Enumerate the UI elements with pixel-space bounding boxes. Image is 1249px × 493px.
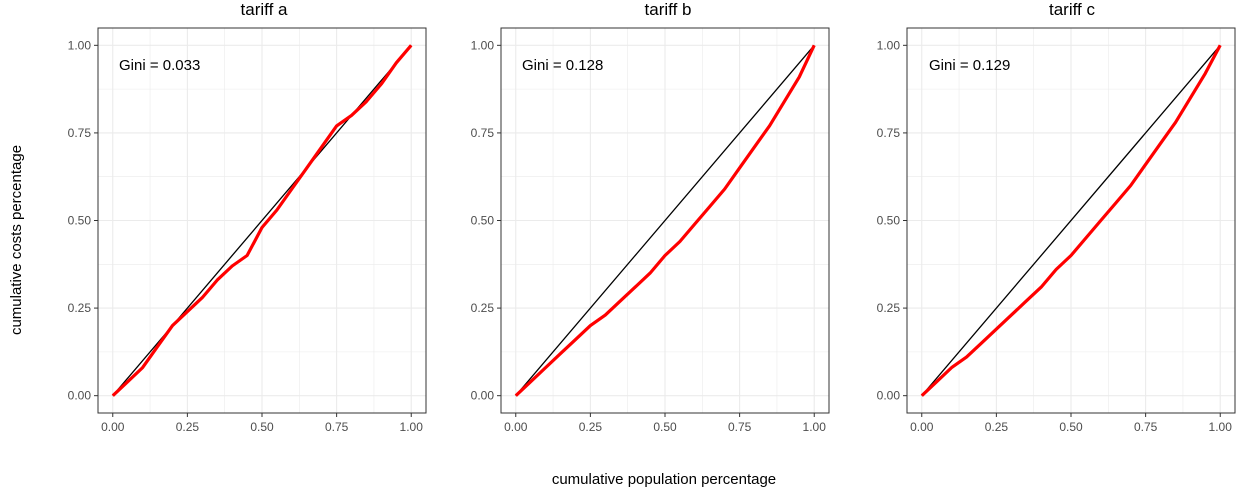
x-tick-label: 0.25 — [579, 420, 603, 434]
x-tick-label: 0.50 — [1059, 420, 1083, 434]
x-tick-label: 0.25 — [176, 420, 200, 434]
grid-lines — [501, 28, 829, 413]
y-tick-label: 0.25 — [877, 301, 901, 315]
gini-annotation: Gini = 0.033 — [119, 57, 200, 74]
x-tick-label: 1.00 — [1209, 420, 1233, 434]
x-axis-title: cumulative population percentage — [552, 471, 776, 488]
axis-ticks: 0.00 0.25 0.50 0.75 1.00 0.00 0.25 0.50 0.75 1.00 — [471, 38, 827, 434]
axis-ticks: 0.00 0.25 0.50 0.75 1.00 0.00 0.25 0.50 0.75 1.00 — [877, 38, 1233, 434]
x-tick-label: 0.75 — [728, 420, 752, 434]
panel-title: tariff a — [241, 0, 288, 19]
x-tick-label: 0.00 — [504, 420, 528, 434]
y-tick-label: 0.50 — [877, 214, 901, 228]
gini-annotation: Gini = 0.128 — [522, 57, 603, 74]
x-tick-label: 0.75 — [1134, 420, 1158, 434]
y-tick-label: 0.00 — [68, 389, 92, 403]
y-tick-label: 0.75 — [471, 126, 495, 140]
y-tick-label: 0.00 — [877, 389, 901, 403]
x-tick-label: 0.00 — [101, 420, 125, 434]
panel-title: tariff b — [645, 0, 692, 19]
axis-ticks: 0.00 0.25 0.50 0.75 1.00 0.00 0.25 0.50 0.75 1.00 — [68, 38, 424, 434]
panel-tariff-b: tariff b Gini = 0.128 0.00 0.25 0.50 0.75 1.… — [471, 0, 830, 434]
x-tick-label: 0.50 — [653, 420, 677, 434]
y-tick-label: 0.50 — [68, 214, 92, 228]
equality-line — [921, 44, 1221, 397]
y-tick-label: 0.00 — [471, 389, 495, 403]
lorenz-curve — [111, 44, 413, 397]
x-tick-label: 0.00 — [910, 420, 934, 434]
x-tick-label: 1.00 — [400, 420, 424, 434]
panel-tariff-c: tariff c Gini = 0.129 0.00 0.25 0.50 0.75 1.… — [877, 0, 1236, 434]
x-tick-label: 0.25 — [985, 420, 1009, 434]
y-tick-label: 1.00 — [471, 38, 495, 52]
lorenz-curve — [920, 44, 1222, 397]
panel-tariff-a: tariff a Gini = 0.033 0.00 0.25 0.50 0.75 1.… — [68, 0, 427, 434]
y-tick-label: 0.25 — [471, 301, 495, 315]
x-tick-label: 1.00 — [803, 420, 827, 434]
y-tick-label: 0.50 — [471, 214, 495, 228]
lorenz-curve — [514, 44, 816, 397]
y-axis-title: cumulative costs percentage — [8, 145, 25, 335]
equality-line — [515, 44, 815, 397]
y-tick-label: 0.25 — [68, 301, 92, 315]
y-tick-label: 0.75 — [877, 126, 901, 140]
x-tick-label: 0.50 — [250, 420, 274, 434]
y-tick-label: 1.00 — [68, 38, 92, 52]
y-tick-label: 0.75 — [68, 126, 92, 140]
x-tick-label: 0.75 — [325, 420, 349, 434]
gini-annotation: Gini = 0.129 — [929, 57, 1010, 74]
y-tick-label: 1.00 — [877, 38, 901, 52]
panel-title: tariff c — [1049, 0, 1095, 19]
